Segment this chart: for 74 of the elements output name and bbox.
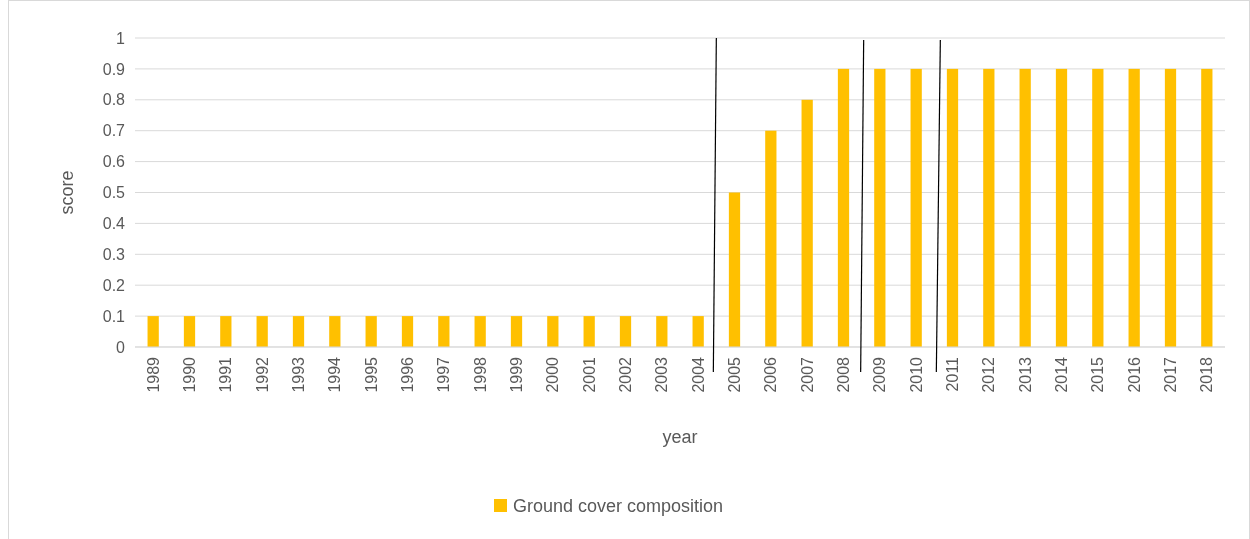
bar <box>1092 68 1104 347</box>
x-tick-label: 2017 <box>1162 356 1180 393</box>
x-tick-label: 1999 <box>508 356 526 393</box>
x-tick-label: 2016 <box>1125 356 1143 393</box>
bar <box>292 316 305 347</box>
bar <box>765 130 777 347</box>
bar <box>401 316 414 347</box>
bar <box>692 316 704 347</box>
bar <box>220 316 232 347</box>
bar <box>365 316 377 347</box>
bar <box>874 68 886 347</box>
y-tick-label: 0 <box>116 338 126 356</box>
x-tick-label: 1994 <box>326 356 344 393</box>
x-tick-label: 1997 <box>435 356 453 393</box>
y-tick-label: 0.3 <box>102 245 126 263</box>
bar <box>728 192 741 347</box>
bar <box>1201 68 1213 347</box>
y-axis-title: score <box>57 170 77 215</box>
y-tick-label: 0.1 <box>102 307 126 325</box>
bar <box>837 68 850 347</box>
x-tick-label: 1993 <box>290 356 308 393</box>
x-tick-label: 2005 <box>726 356 744 393</box>
x-tick-label: 2012 <box>980 356 998 393</box>
bar <box>474 316 486 347</box>
bar <box>329 316 341 347</box>
bar <box>256 316 268 347</box>
x-tick-label: 2011 <box>944 356 962 392</box>
x-tick-label: 1990 <box>181 356 199 393</box>
bar <box>438 316 450 347</box>
y-tick-label: 0.8 <box>102 91 126 109</box>
x-tick-label: 1992 <box>253 356 271 393</box>
x-tick-label: 2001 <box>580 356 598 393</box>
x-tick-label: 2015 <box>1089 356 1107 393</box>
legend-label: Ground cover composition <box>513 496 724 517</box>
x-tick-label: 2018 <box>1198 356 1216 393</box>
y-tick-label: 0.6 <box>102 153 126 171</box>
x-axis-title: year <box>662 427 698 447</box>
x-tick-label: 1995 <box>362 356 380 393</box>
bar <box>801 99 813 347</box>
x-tick-label: 1998 <box>471 356 489 393</box>
x-tick-label: 2000 <box>544 356 562 393</box>
bar <box>619 316 632 347</box>
x-tick-label: 2008 <box>835 356 853 393</box>
x-tick-label: 1996 <box>399 356 417 393</box>
y-tick-label: 1 <box>116 29 126 47</box>
x-tick-label: 2014 <box>1053 356 1071 393</box>
y-tick-label: 0.9 <box>102 60 126 78</box>
bar <box>983 68 995 347</box>
y-tick-label: 0.4 <box>102 215 126 232</box>
bar <box>510 316 523 347</box>
bar <box>1128 68 1140 347</box>
x-tick-label: 2010 <box>907 356 925 393</box>
bar <box>1164 68 1177 347</box>
x-tick-label: 1989 <box>144 356 162 393</box>
bar <box>547 316 559 347</box>
bar <box>183 316 196 347</box>
x-tick-label: 2013 <box>1016 356 1034 393</box>
x-tick-label: 2006 <box>762 356 780 393</box>
bar <box>946 68 959 347</box>
x-tick-label: 2003 <box>653 356 671 393</box>
bar <box>1019 68 1031 347</box>
bar <box>1055 68 1068 347</box>
x-tick-label: 1991 <box>217 356 235 393</box>
bar <box>656 316 668 347</box>
bar <box>910 68 922 347</box>
bar <box>147 316 159 347</box>
x-tick-label: 2004 <box>689 356 707 393</box>
x-tick-label: 2007 <box>798 356 816 393</box>
y-tick-label: 0.2 <box>102 276 126 294</box>
x-tick-label: 2009 <box>871 356 889 393</box>
y-tick-label: 0.7 <box>102 122 126 140</box>
y-tick-label: 0.5 <box>102 184 126 202</box>
bar <box>583 316 595 347</box>
x-tick-label: 2002 <box>617 356 635 393</box>
